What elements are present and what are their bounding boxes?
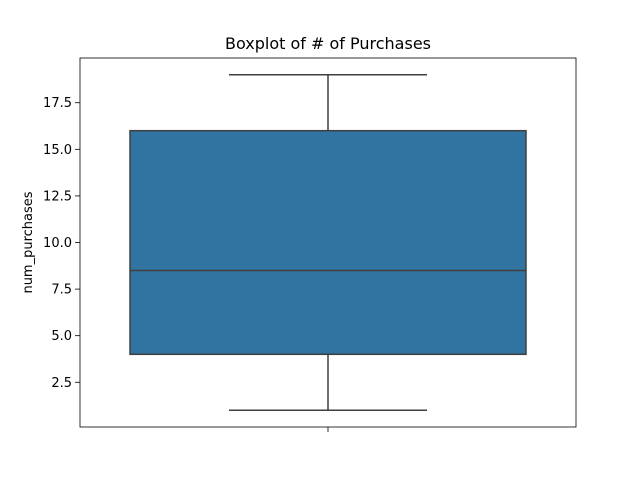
y-axis-label: num_purchases [21,191,36,293]
y-tick-label: 12.5 [43,189,72,204]
y-tick-label: 10.0 [43,236,72,251]
y-tick-label: 7.5 [51,283,72,298]
chart-title: Boxplot of # of Purchases [225,34,431,53]
y-tick-label: 17.5 [43,96,72,111]
y-tick-label: 2.5 [51,376,72,391]
interquartile-box [129,129,527,356]
y-axis-ticks: 2.5 5.0 7.5 10.0 12.5 15.0 17.5 [43,96,80,391]
y-tick-label: 5.0 [51,329,72,344]
box-group [129,74,527,411]
y-tick-label: 15.0 [43,143,72,158]
